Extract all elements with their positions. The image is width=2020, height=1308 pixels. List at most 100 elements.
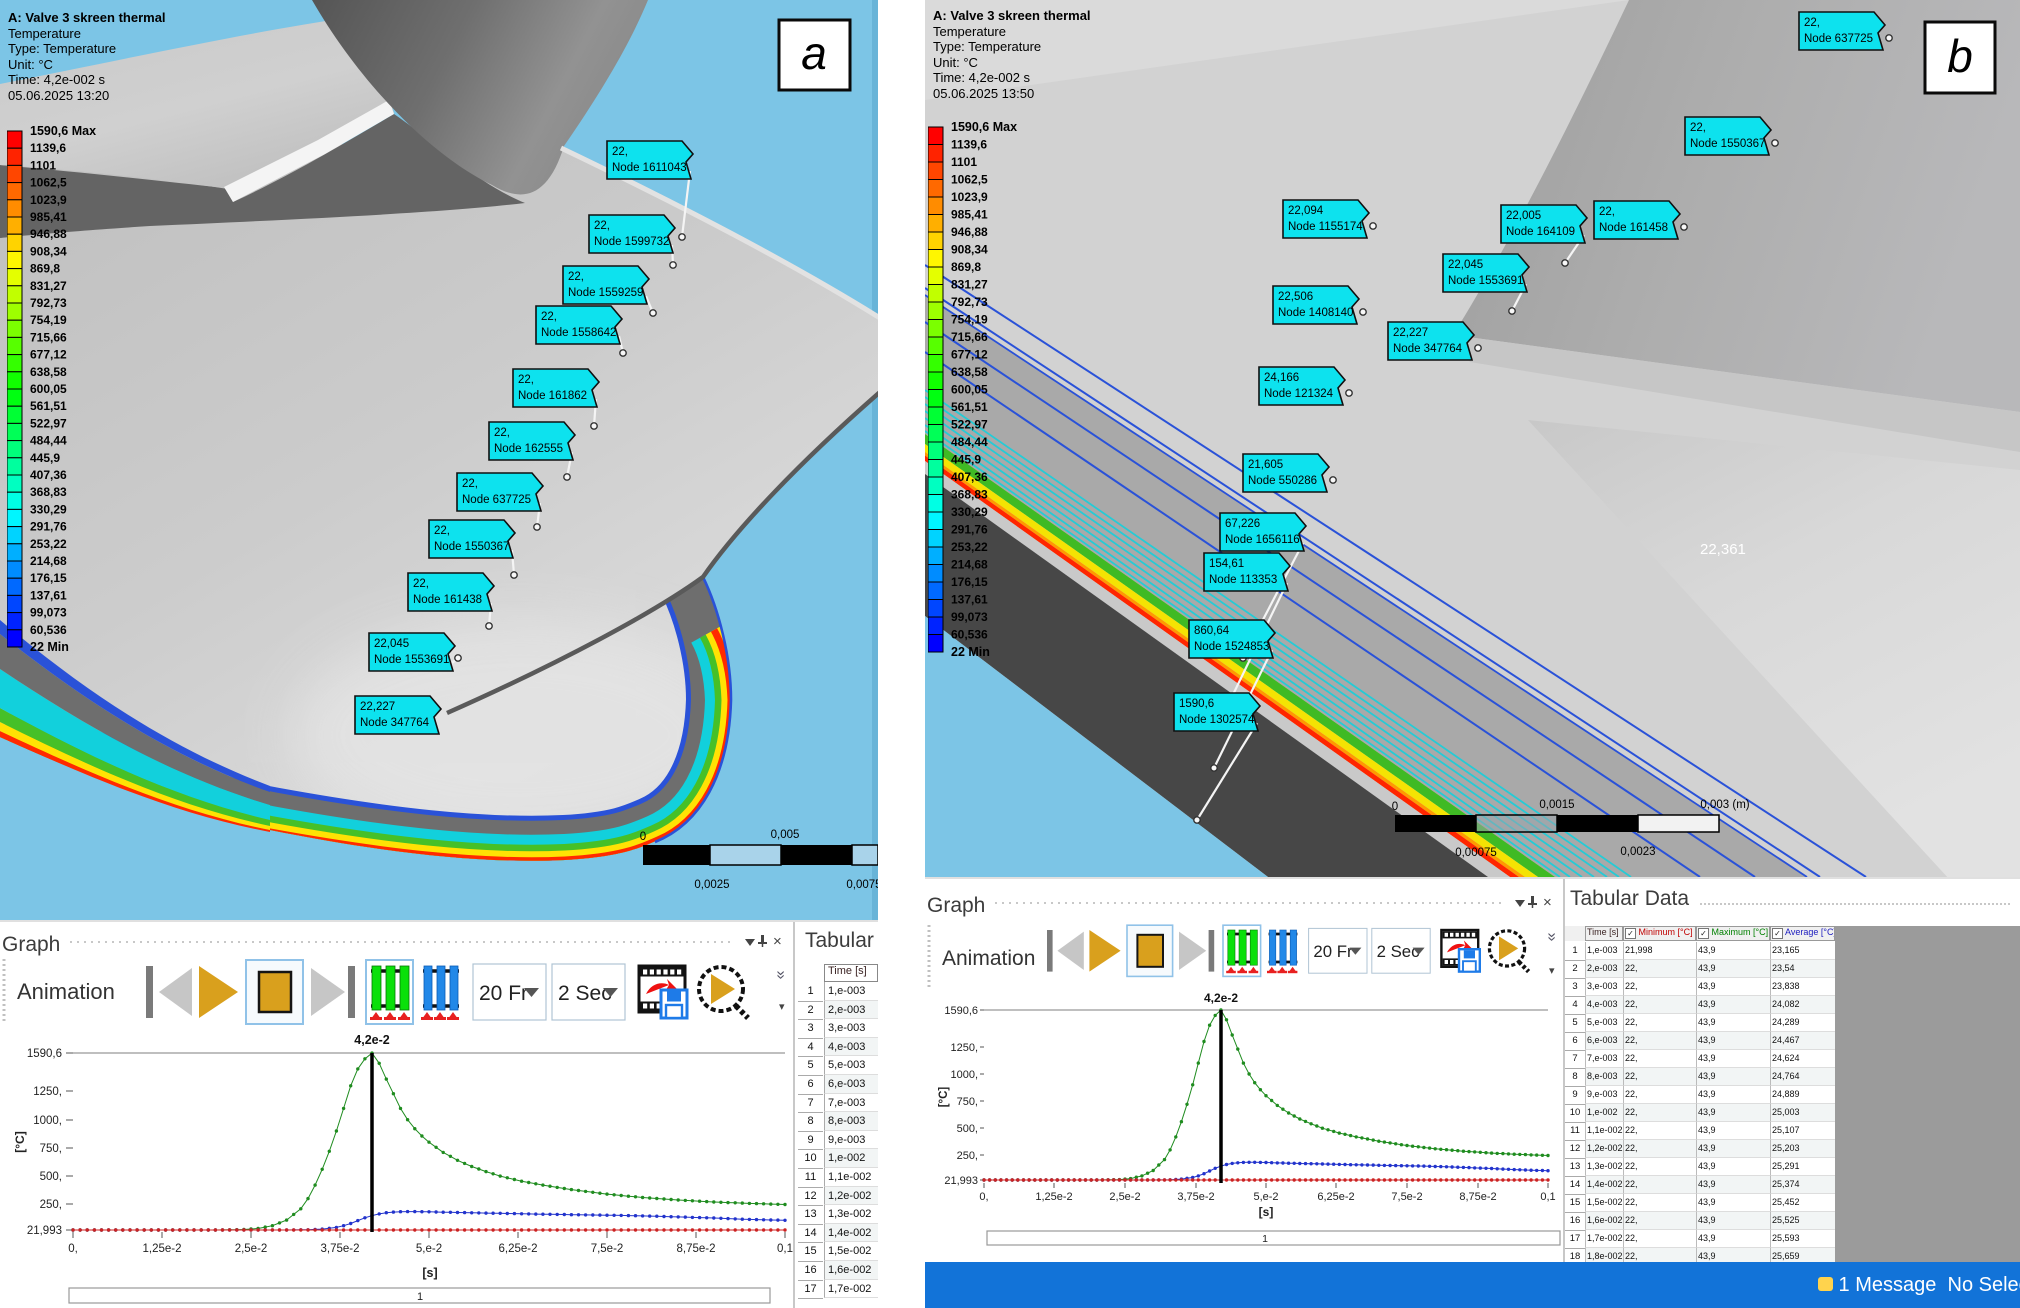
svg-text:0,00075: 0,00075: [1455, 847, 1497, 859]
svg-text:22,: 22,: [594, 220, 610, 232]
svg-text:0,0075: 0,0075: [846, 879, 878, 891]
svg-text:Graph: Graph: [2, 933, 60, 956]
svg-text:1590,6 Max: 1590,6 Max: [951, 120, 1017, 134]
svg-text:2,5e-2: 2,5e-2: [235, 1243, 268, 1255]
svg-text:22,005: 22,005: [1506, 210, 1541, 222]
svg-text:176,15: 176,15: [30, 571, 67, 585]
svg-text:500,: 500,: [40, 1171, 62, 1183]
svg-text:22,: 22,: [1804, 17, 1820, 29]
svg-text:253,22: 253,22: [951, 540, 988, 554]
svg-text:Node 550286: Node 550286: [1248, 475, 1317, 487]
svg-text:7,5e-2: 7,5e-2: [591, 1243, 624, 1255]
svg-text:24,166: 24,166: [1264, 372, 1299, 384]
svg-text:1590,6: 1590,6: [1179, 698, 1214, 710]
svg-text:1: 1: [1262, 1233, 1268, 1245]
svg-text:22,361: 22,361: [1700, 541, 1746, 558]
svg-text:1590,6: 1590,6: [944, 1005, 978, 1017]
svg-text:214,68: 214,68: [951, 558, 988, 572]
svg-text:330,29: 330,29: [951, 505, 988, 519]
svg-text:1250,: 1250,: [33, 1086, 62, 1098]
svg-text:600,05: 600,05: [951, 383, 988, 397]
svg-text:407,36: 407,36: [951, 470, 988, 484]
svg-text:Node 113353: Node 113353: [1209, 574, 1277, 586]
svg-text:6,25e-2: 6,25e-2: [498, 1243, 537, 1255]
svg-text:99,073: 99,073: [951, 610, 988, 624]
svg-text:946,88: 946,88: [30, 227, 67, 241]
svg-text:2 Sec: 2 Sec: [1377, 942, 1420, 961]
svg-text:407,36: 407,36: [30, 468, 67, 482]
svg-text:22,: 22,: [568, 271, 584, 283]
svg-text:484,44: 484,44: [951, 435, 988, 449]
svg-text:561,51: 561,51: [30, 399, 67, 413]
svg-text:Node 637725: Node 637725: [1804, 33, 1873, 45]
svg-text:750,: 750,: [957, 1096, 978, 1108]
svg-text:677,12: 677,12: [30, 348, 67, 362]
svg-text:154,61: 154,61: [1209, 558, 1244, 570]
svg-text:22 Min: 22 Min: [30, 640, 69, 654]
svg-text:869,8: 869,8: [951, 260, 981, 274]
svg-text:21,993: 21,993: [27, 1225, 62, 1237]
svg-text:22,094: 22,094: [1288, 205, 1324, 217]
svg-text:Node 347764: Node 347764: [360, 717, 430, 729]
svg-text:21,993: 21,993: [944, 1175, 978, 1187]
svg-text:445,9: 445,9: [951, 453, 981, 467]
svg-text:561,51: 561,51: [951, 400, 988, 414]
svg-text:250,: 250,: [957, 1150, 978, 1162]
svg-text:1: 1: [417, 1291, 423, 1303]
svg-text:831,27: 831,27: [951, 278, 988, 292]
svg-text:137,61: 137,61: [30, 588, 67, 602]
svg-text:22,227: 22,227: [1393, 327, 1428, 339]
svg-text:22,: 22,: [1690, 122, 1706, 134]
svg-text:67,226: 67,226: [1225, 518, 1260, 530]
svg-text:[°C]: [°C]: [13, 1131, 27, 1152]
svg-text:Node 164109: Node 164109: [1506, 226, 1575, 238]
svg-text:8,75e-2: 8,75e-2: [676, 1243, 715, 1255]
svg-text:Node 347764: Node 347764: [1393, 343, 1463, 355]
svg-text:908,34: 908,34: [951, 243, 988, 257]
svg-text:99,073: 99,073: [30, 606, 67, 620]
svg-text:7,5e-2: 7,5e-2: [1391, 1191, 1422, 1203]
svg-text:1062,5: 1062,5: [30, 176, 67, 190]
svg-text:[s]: [s]: [1259, 1205, 1274, 1219]
svg-text:22,227: 22,227: [360, 701, 395, 713]
svg-text:1101: 1101: [30, 158, 56, 172]
svg-text:253,22: 253,22: [30, 537, 67, 551]
svg-text:0,: 0,: [979, 1191, 988, 1203]
svg-text:908,34: 908,34: [30, 244, 67, 258]
svg-text:0,: 0,: [68, 1243, 78, 1255]
svg-text:Node 161458: Node 161458: [1599, 222, 1668, 234]
svg-text:3,75e-2: 3,75e-2: [1177, 1191, 1214, 1203]
svg-text:3,75e-2: 3,75e-2: [320, 1243, 359, 1255]
svg-text:250,: 250,: [40, 1199, 62, 1211]
svg-text:754,19: 754,19: [951, 313, 988, 327]
svg-text:[°C]: [°C]: [938, 1087, 950, 1108]
svg-text:330,29: 330,29: [30, 502, 67, 516]
svg-text:0: 0: [1392, 801, 1398, 813]
svg-text:1590,6 Max: 1590,6 Max: [30, 124, 96, 138]
svg-text:1000,: 1000,: [33, 1115, 62, 1127]
svg-text:4,2e-2: 4,2e-2: [354, 1033, 389, 1047]
svg-text:Node 1302574: Node 1302574: [1179, 714, 1255, 726]
svg-text:Animation: Animation: [942, 947, 1035, 970]
svg-text:985,41: 985,41: [30, 210, 67, 224]
svg-text:0,0023: 0,0023: [1620, 846, 1655, 858]
svg-text:60,536: 60,536: [30, 623, 67, 637]
svg-text:0,003 (m): 0,003 (m): [1700, 799, 1749, 811]
svg-text:831,27: 831,27: [30, 279, 67, 293]
svg-text:Node 1656116: Node 1656116: [1225, 534, 1300, 546]
svg-text:600,05: 600,05: [30, 382, 67, 396]
svg-text:Node 1611043: Node 1611043: [612, 162, 687, 174]
svg-text:22,: 22,: [494, 427, 510, 439]
svg-text:291,76: 291,76: [30, 520, 67, 534]
svg-text:Node 1550367: Node 1550367: [434, 541, 509, 553]
svg-text:8,75e-2: 8,75e-2: [1459, 1191, 1496, 1203]
svg-text:Node 1553691: Node 1553691: [374, 654, 449, 666]
svg-text:368,83: 368,83: [30, 485, 67, 499]
svg-text:Node 1550367: Node 1550367: [1690, 138, 1765, 150]
svg-text:1101: 1101: [951, 155, 977, 169]
svg-text:860,64: 860,64: [1194, 625, 1230, 637]
svg-text:677,12: 677,12: [951, 348, 988, 362]
svg-text:137,61: 137,61: [951, 593, 988, 607]
svg-text:0,0025: 0,0025: [694, 879, 729, 891]
svg-text:5,e-2: 5,e-2: [416, 1243, 442, 1255]
